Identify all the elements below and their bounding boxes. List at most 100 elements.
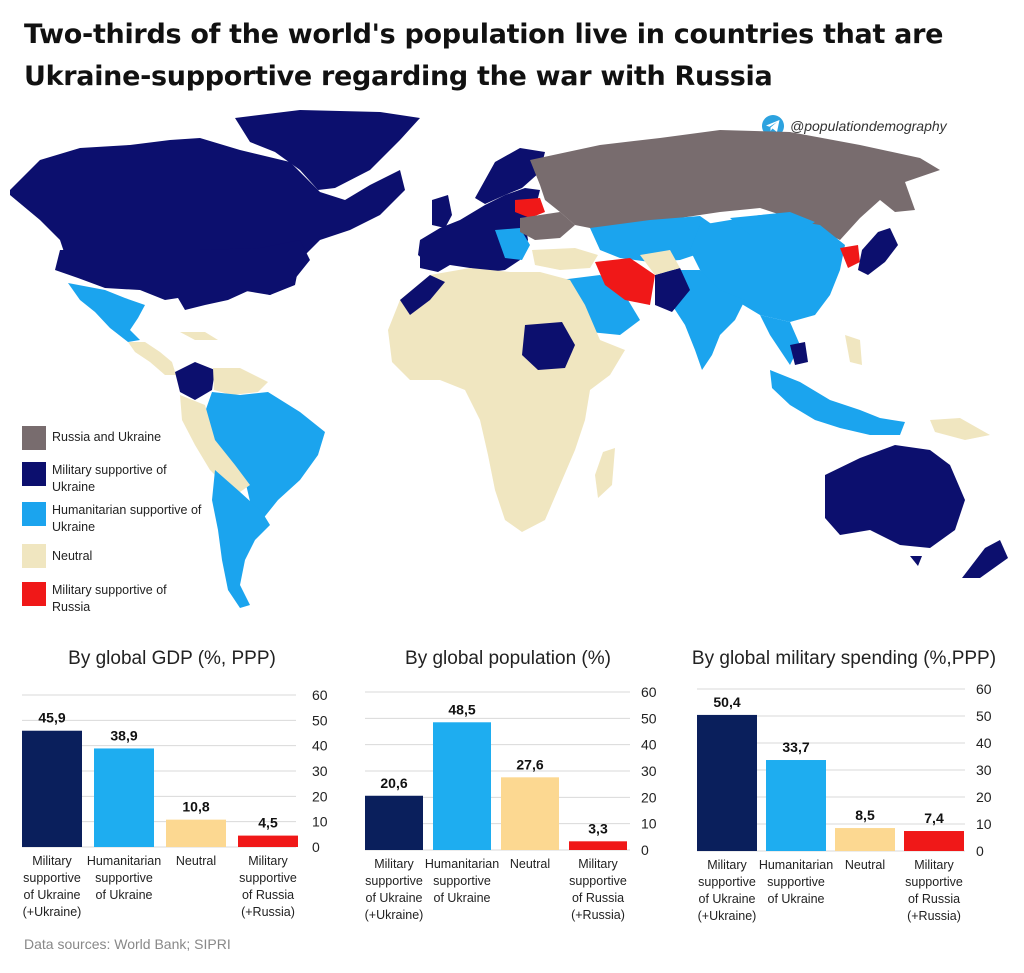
- data-label: 50,4: [713, 694, 740, 710]
- data-label: 38,9: [110, 727, 137, 743]
- map-iberia: [420, 240, 455, 272]
- x-tick-label: (+Russia): [907, 909, 961, 923]
- map-afghanistan: [640, 250, 680, 275]
- x-tick-label: Military: [914, 858, 954, 872]
- map-venezuela-guyana: [213, 368, 268, 395]
- bar: [697, 714, 757, 851]
- x-tick-label: Humanitarian: [87, 854, 161, 868]
- legend-label: Military supportive of Russia: [52, 583, 167, 614]
- legend-item-military-ukraine: Military supportive of Ukraine: [22, 462, 167, 496]
- military-spending-chart-title: By global military spending (%,PPP): [691, 648, 997, 669]
- y-tick-label: 30: [312, 763, 328, 779]
- x-tick-label: supportive: [905, 875, 963, 889]
- population-chart-title: By global population (%): [405, 648, 611, 669]
- military-spending-chart: 0 10 20 30 40 50 60 50,4 Military supportive of Uk…: [697, 681, 992, 923]
- x-tick-label: of Ukraine: [366, 891, 423, 905]
- y-tick-label: 10: [641, 816, 657, 832]
- map-iran: [595, 258, 655, 305]
- x-tick-label: of Russia: [572, 891, 624, 905]
- x-tick-label: supportive: [698, 875, 756, 889]
- map-colombia-venezuela: [175, 362, 215, 400]
- map-indonesia: [770, 370, 905, 435]
- x-tick-label: supportive: [767, 875, 825, 889]
- x-tick-label: supportive: [23, 871, 81, 885]
- legend-item-russia-ukraine: Russia and Ukraine: [22, 426, 202, 450]
- map-sudan: [522, 322, 575, 370]
- x-tick-label: Neutral: [510, 857, 550, 871]
- x-tick-label: supportive: [365, 874, 423, 888]
- y-tick-label: 0: [641, 842, 649, 858]
- x-tick-label: of Russia: [242, 888, 294, 902]
- chart-title-main: Two-thirds of the world's population liv…: [24, 14, 984, 98]
- map-mexico: [68, 283, 145, 342]
- legend-item-military-russia: Military supportive of Russia: [22, 582, 167, 616]
- x-tick-label: of Russia: [908, 892, 960, 906]
- y-tick-label: 20: [312, 788, 328, 804]
- legend-item-neutral: Neutral: [22, 544, 202, 568]
- map-tasmania: [910, 556, 922, 566]
- x-tick-label: Humanitarian: [759, 858, 833, 872]
- map-turkey: [532, 248, 598, 270]
- map-thailand: [790, 342, 808, 365]
- data-label: 33,7: [782, 739, 809, 755]
- data-label: 4,5: [258, 815, 278, 831]
- handle-text: @populationdemography: [790, 118, 947, 134]
- map-philippines: [845, 335, 862, 365]
- y-tick-label: 50: [312, 712, 328, 728]
- map-russia: [530, 130, 940, 240]
- y-tick-label: 20: [976, 789, 992, 805]
- y-tick-label: 30: [641, 763, 657, 779]
- y-tick-label: 50: [641, 710, 657, 726]
- legend-swatch: [22, 582, 46, 606]
- x-tick-label: Neutral: [845, 858, 885, 872]
- data-label: 8,5: [855, 807, 875, 823]
- legend-label: Russia and Ukraine: [52, 430, 162, 444]
- legend-item-humanitarian-ukraine: Humanitarian supportive of Ukraine: [22, 502, 202, 536]
- bar: [238, 835, 298, 847]
- bar: [904, 831, 964, 851]
- legend-label: Humanitarian supportive of Ukraine: [52, 503, 202, 534]
- bar: [94, 748, 154, 847]
- y-tick-label: 0: [312, 839, 320, 855]
- bar: [166, 819, 226, 847]
- data-label: 48,5: [448, 701, 475, 717]
- data-label: 20,6: [380, 775, 407, 791]
- population-chart: 0 10 20 30 40 50 60 20,6 Military supportive of Uk…: [365, 684, 657, 922]
- data-source-note: Data sources: World Bank; SIPRI: [24, 936, 231, 952]
- y-tick-label: 40: [976, 735, 992, 751]
- map-morocco: [400, 275, 445, 315]
- y-tick-label: 10: [312, 814, 328, 830]
- y-tick-label: 40: [641, 737, 657, 753]
- x-tick-label: supportive: [569, 874, 627, 888]
- legend-swatch: [22, 544, 46, 568]
- map-new-zealand: [962, 540, 1008, 578]
- map-balkans: [495, 228, 530, 260]
- map-peru-bolivia: [180, 395, 250, 492]
- y-tick-label: 20: [641, 789, 657, 805]
- world-map: [10, 110, 1008, 608]
- data-label: 3,3: [588, 820, 608, 836]
- bar: [501, 777, 559, 850]
- map-usa: [55, 240, 310, 310]
- bar: [766, 760, 826, 851]
- y-tick-label: 60: [976, 681, 992, 697]
- x-tick-label: Military: [32, 854, 72, 868]
- x-tick-label: of Ukraine: [768, 892, 825, 906]
- x-tick-label: Military: [578, 857, 618, 871]
- map-belarus: [515, 198, 545, 218]
- x-tick-label: of Ukraine: [699, 892, 756, 906]
- data-label: 7,4: [924, 810, 944, 826]
- data-label: 10,8: [182, 799, 209, 815]
- x-tick-label: Military: [374, 857, 414, 871]
- title-line-2: Ukraine-supportive regarding the war wit…: [24, 61, 773, 92]
- map-brazil: [205, 392, 325, 520]
- x-tick-label: (+Ukraine): [365, 908, 424, 922]
- bar: [365, 795, 423, 850]
- legend-label: Military supportive of Ukraine: [52, 463, 167, 494]
- bar: [569, 841, 627, 850]
- bar: [835, 828, 895, 851]
- map-north-korea: [840, 245, 860, 268]
- x-tick-label: supportive: [239, 871, 297, 885]
- map-madagascar: [595, 448, 615, 498]
- x-tick-label: (+Ukraine): [698, 909, 757, 923]
